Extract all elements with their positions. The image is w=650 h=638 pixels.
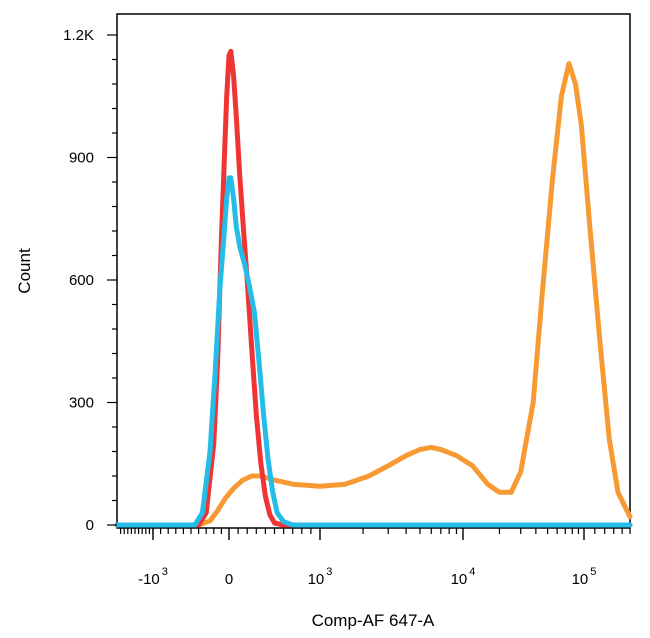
y-axis: 0 300 600 900 1.2K [63,27,117,534]
x-axis-title: Comp-AF 647-A [312,611,435,630]
x-axis: -10 3 0 10 3 10 4 10 5 [119,528,631,588]
x-tick-label: 10 3 [308,566,333,588]
y-tick-label: 0 [86,517,94,534]
y-tick-label: 300 [69,395,94,412]
x-tick-label: 0 [225,571,233,588]
series-layer [114,48,633,528]
plot-frame [116,13,631,529]
series-line-1 [114,48,633,528]
series-line-3 [114,61,633,528]
y-axis-title: Count [15,248,34,294]
series-line-2 [114,175,633,528]
x-tick-label: 10 4 [451,566,476,588]
y-tick-label: 900 [69,150,94,167]
x-tick-label: -10 3 [138,566,168,588]
x-tick-label: 10 5 [572,566,597,588]
y-tick-label: 1.2K [63,27,94,44]
y-tick-label: 600 [69,272,94,289]
